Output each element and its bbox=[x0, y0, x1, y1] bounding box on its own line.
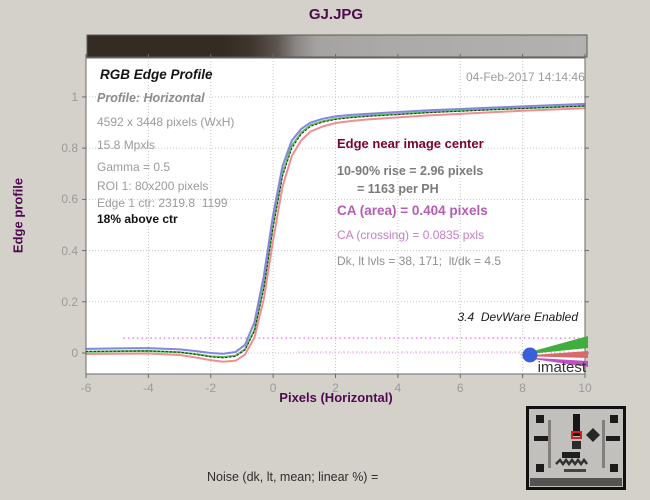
megapixels: 15.8 Mpxls bbox=[97, 138, 156, 152]
imatest-logo-text: imatest bbox=[538, 359, 587, 376]
image-dimensions: 4592 x 3448 pixels (WxH) bbox=[97, 115, 235, 129]
x-tick-label: 0 bbox=[269, 381, 277, 395]
rise-per-ph: = 1163 per PH bbox=[357, 182, 439, 196]
y-tick-label: 1 bbox=[71, 89, 78, 104]
x-tick-label: 4 bbox=[394, 381, 402, 395]
x-tick-label: -4 bbox=[143, 381, 154, 395]
x-axis-label: Pixels (Horizontal) bbox=[279, 390, 393, 405]
edge-center-coords: Edge 1 ctr: 2319.8 1199 bbox=[97, 196, 228, 210]
red-channel-line bbox=[85, 107, 586, 363]
y-tick-label: 0 bbox=[71, 346, 78, 360]
edge-location-heading: Edge near image center bbox=[337, 136, 484, 151]
ca-crossing-value: CA (crossing) = 0.0835 pxls bbox=[337, 228, 485, 242]
rise-pixels: 10-90% rise = 2.96 pixels bbox=[337, 164, 484, 178]
noise-line-1: Noise (dk, lt, mean; linear %) = bbox=[207, 470, 379, 484]
imatest-logo-dot bbox=[522, 347, 538, 363]
test-chart-thumbnail bbox=[526, 406, 626, 490]
y-axis-label: Edge profile bbox=[10, 177, 26, 254]
roi-size: ROI 1: 80x200 pixels bbox=[97, 179, 209, 193]
version-note: 3.4 DevWare Enabled bbox=[457, 310, 578, 324]
blue-channel-line bbox=[85, 102, 586, 355]
plot-heading: RGB Edge Profile bbox=[100, 67, 213, 82]
x-tick-label: -2 bbox=[205, 381, 217, 395]
dark-light-levels: Dk, lt lvls = 38, 171; lt/dk = 4.5 bbox=[337, 254, 502, 268]
gamma-value: Gamma = 0.5 bbox=[97, 160, 171, 174]
timestamp: 04-Feb-2017 14:14:46 bbox=[466, 70, 585, 84]
y-tick-label: 0.6 bbox=[61, 192, 78, 207]
imatest-logo: imatest bbox=[519, 336, 588, 376]
x-tick-label: 8 bbox=[519, 381, 526, 395]
y-tick-label: 0.8 bbox=[61, 141, 78, 156]
x-tick-label: 10 bbox=[578, 381, 592, 395]
x-tick-label: 6 bbox=[456, 381, 464, 395]
x-tick-label: -6 bbox=[80, 381, 92, 395]
x-tick-label: 2 bbox=[332, 381, 339, 395]
above-center-note: 18% above ctr bbox=[97, 212, 178, 226]
profile-orientation: Profile: Horizontal bbox=[97, 91, 205, 105]
ca-area-value: CA (area) = 0.404 pixels bbox=[337, 203, 488, 218]
figure-title: GJ.JPG bbox=[308, 6, 364, 23]
green-channel-line bbox=[85, 104, 586, 359]
luminance-dotted-line bbox=[85, 105, 586, 359]
edge-gradient-strip bbox=[86, 34, 588, 58]
plot-area bbox=[86, 58, 585, 374]
noise-stats: Noise (dk, lt, mean; linear %) = 0.109, … bbox=[207, 437, 397, 500]
y-tick-label: 0.4 bbox=[61, 243, 78, 258]
y-tick-label: 0.2 bbox=[61, 294, 78, 309]
